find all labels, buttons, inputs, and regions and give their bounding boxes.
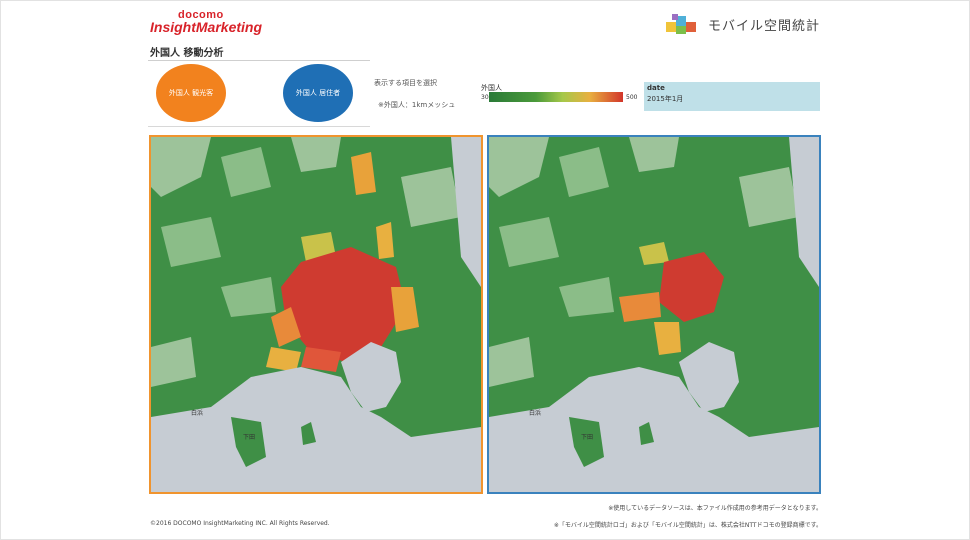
map-tourist[interactable]: 白浜 下田 <box>149 135 483 494</box>
mobile-logo-text: モバイル空間統計 <box>707 18 820 34</box>
copyright: ©2016 DOCOMO InsightMarketing INC. All R… <box>150 520 330 527</box>
mobile-spatial-stats-logo: モバイル空間統計 <box>662 12 820 36</box>
legend-min: 30 <box>481 94 489 101</box>
cube-icon <box>665 14 696 34</box>
map-resident-svg: 白浜 下田 <box>489 137 819 492</box>
trademark-note: ※「モバイル空間統計ロゴ」および「モバイル空間統計」は、株式会社NTTドコモの登… <box>553 522 822 529</box>
map-tourist-svg: 白浜 下田 <box>151 137 481 492</box>
map-left-label-1: 白浜 <box>191 409 203 417</box>
map-right-label-1: 白浜 <box>529 409 541 417</box>
legend-title: 外国人 <box>481 84 502 92</box>
map-resident[interactable]: 白浜 下田 <box>487 135 821 494</box>
date-filter[interactable]: date 2015年1月 <box>644 82 820 111</box>
select-label: 表示する項目を選択 <box>374 79 437 87</box>
resident-button[interactable]: 外国人 居住者 <box>283 64 353 122</box>
date-value: 2015年1月 <box>647 95 684 103</box>
tourist-button[interactable]: 外国人 観光客 <box>156 64 226 122</box>
brand-docomo: docomo <box>178 9 224 21</box>
map-right-label-2: 下田 <box>581 434 593 441</box>
page-title: 外国人 移動分析 <box>150 48 224 59</box>
source-note: ※使用しているデータソースは、本ファイル作成用の参考用データとなります。 <box>608 505 822 512</box>
buttons-divider <box>148 126 370 127</box>
brand-logo: docomo InsightMarketing <box>150 9 262 35</box>
map-left-label-2: 下田 <box>243 434 255 441</box>
date-label: date <box>647 84 665 92</box>
legend-max: 500 <box>626 94 638 101</box>
brand-insight-marketing: InsightMarketing <box>150 19 263 35</box>
legend-color-bar <box>489 92 623 102</box>
mesh-note: ※外国人：1kmメッシュ <box>378 101 456 109</box>
title-divider <box>148 60 370 61</box>
